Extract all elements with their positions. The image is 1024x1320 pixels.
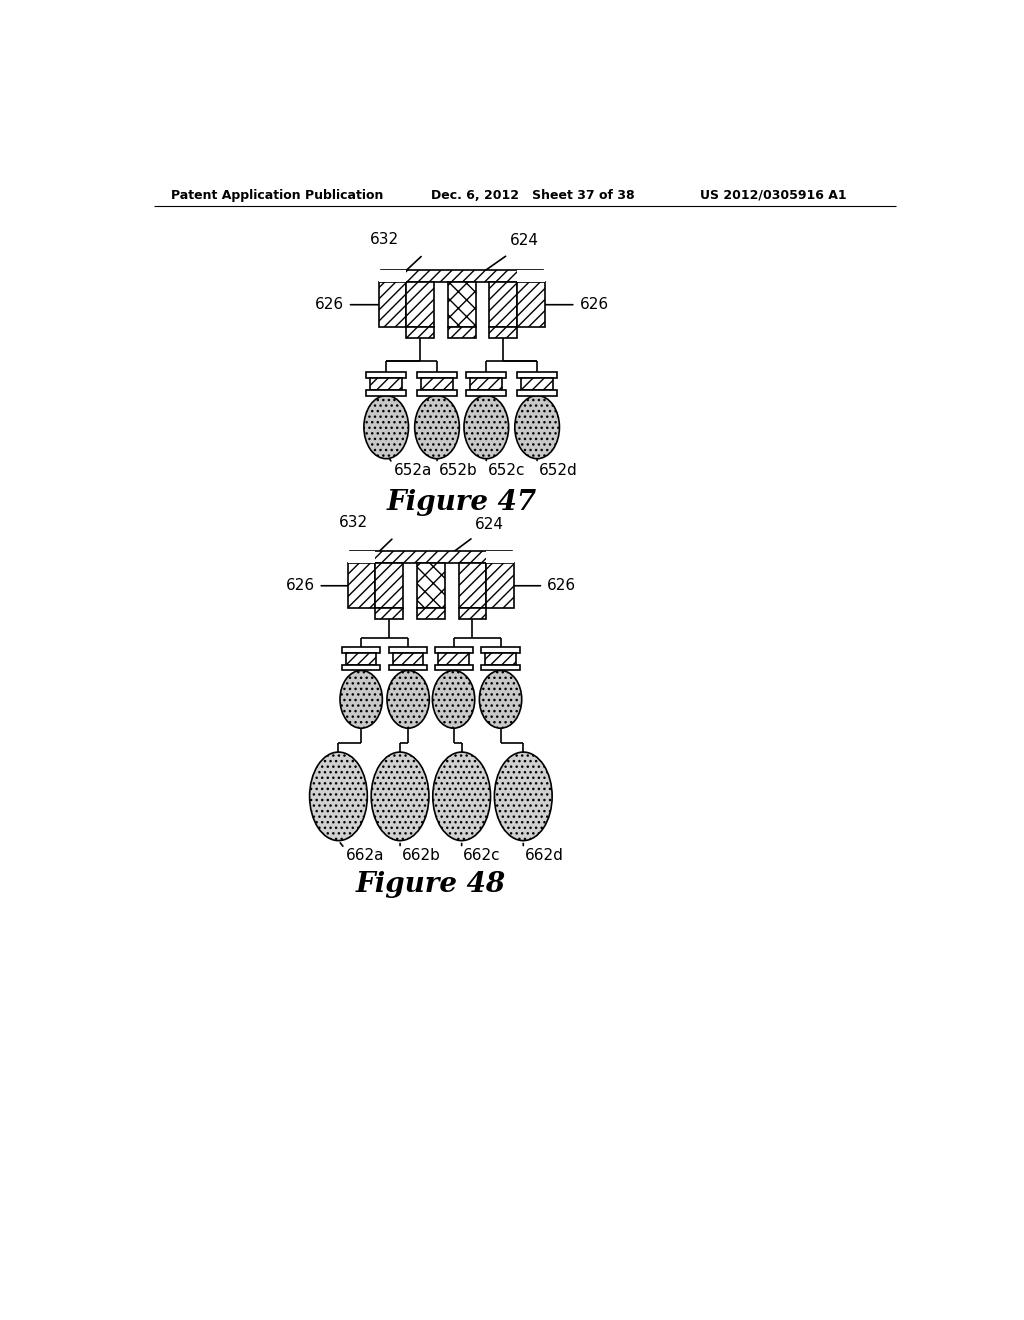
Text: Figure 48: Figure 48 xyxy=(355,871,506,899)
Bar xyxy=(486,564,514,609)
Bar xyxy=(417,564,444,609)
Text: 662d: 662d xyxy=(524,849,563,863)
Text: 652d: 652d xyxy=(539,463,578,478)
Bar xyxy=(367,372,407,378)
Bar xyxy=(350,552,512,564)
Bar xyxy=(370,378,402,391)
Ellipse shape xyxy=(433,752,490,841)
Bar xyxy=(348,552,376,564)
Bar xyxy=(376,564,403,609)
Bar xyxy=(489,327,517,338)
Bar xyxy=(421,378,453,391)
Bar xyxy=(485,653,516,665)
Text: 626: 626 xyxy=(314,297,344,313)
Ellipse shape xyxy=(415,396,460,459)
Text: 662b: 662b xyxy=(401,849,440,863)
Text: 632: 632 xyxy=(339,515,369,531)
Bar xyxy=(393,653,423,665)
Ellipse shape xyxy=(464,396,509,459)
Text: 652a: 652a xyxy=(394,463,432,478)
Bar xyxy=(389,665,427,671)
Bar xyxy=(521,378,553,391)
Ellipse shape xyxy=(515,396,559,459)
Bar xyxy=(481,647,519,653)
Ellipse shape xyxy=(371,752,429,841)
Bar xyxy=(376,609,403,619)
Text: 652c: 652c xyxy=(487,463,525,478)
Text: 624: 624 xyxy=(509,234,539,248)
Bar xyxy=(367,391,407,396)
Bar xyxy=(486,552,514,564)
Bar xyxy=(517,282,545,327)
Ellipse shape xyxy=(309,752,368,841)
Bar xyxy=(517,372,557,378)
Bar xyxy=(379,271,407,282)
Bar xyxy=(466,391,507,396)
Bar xyxy=(342,647,380,653)
Ellipse shape xyxy=(432,671,475,729)
Ellipse shape xyxy=(495,752,552,841)
Text: Figure 47: Figure 47 xyxy=(387,490,537,516)
Text: 662c: 662c xyxy=(463,849,501,863)
Text: 662a: 662a xyxy=(346,849,385,863)
Text: Patent Application Publication: Patent Application Publication xyxy=(171,189,383,202)
Bar xyxy=(417,391,457,396)
Bar xyxy=(389,647,427,653)
Bar xyxy=(438,653,469,665)
Bar xyxy=(379,282,407,327)
Text: Dec. 6, 2012   Sheet 37 of 38: Dec. 6, 2012 Sheet 37 of 38 xyxy=(431,189,635,202)
Bar xyxy=(381,271,543,282)
Bar xyxy=(459,564,486,609)
Ellipse shape xyxy=(364,396,409,459)
Bar xyxy=(466,372,507,378)
Ellipse shape xyxy=(479,671,521,729)
Bar xyxy=(417,609,444,619)
Bar xyxy=(434,647,473,653)
Bar xyxy=(348,564,376,609)
Bar xyxy=(517,271,545,282)
Bar xyxy=(346,653,377,665)
Bar xyxy=(447,327,475,338)
Text: 624: 624 xyxy=(475,517,504,532)
Text: 626: 626 xyxy=(547,578,577,593)
Bar xyxy=(447,282,475,327)
Text: 652b: 652b xyxy=(438,463,477,478)
Bar xyxy=(434,665,473,671)
Text: 626: 626 xyxy=(580,297,608,313)
Bar xyxy=(517,391,557,396)
Ellipse shape xyxy=(387,671,429,729)
Ellipse shape xyxy=(340,671,382,729)
Bar xyxy=(470,378,503,391)
Bar xyxy=(407,282,434,327)
Bar xyxy=(342,665,380,671)
Bar xyxy=(481,665,519,671)
Text: US 2012/0305916 A1: US 2012/0305916 A1 xyxy=(700,189,847,202)
Bar xyxy=(417,372,457,378)
Text: 632: 632 xyxy=(370,232,399,247)
Bar xyxy=(459,609,486,619)
Bar xyxy=(489,282,517,327)
Bar xyxy=(407,327,434,338)
Text: 626: 626 xyxy=(286,578,314,593)
